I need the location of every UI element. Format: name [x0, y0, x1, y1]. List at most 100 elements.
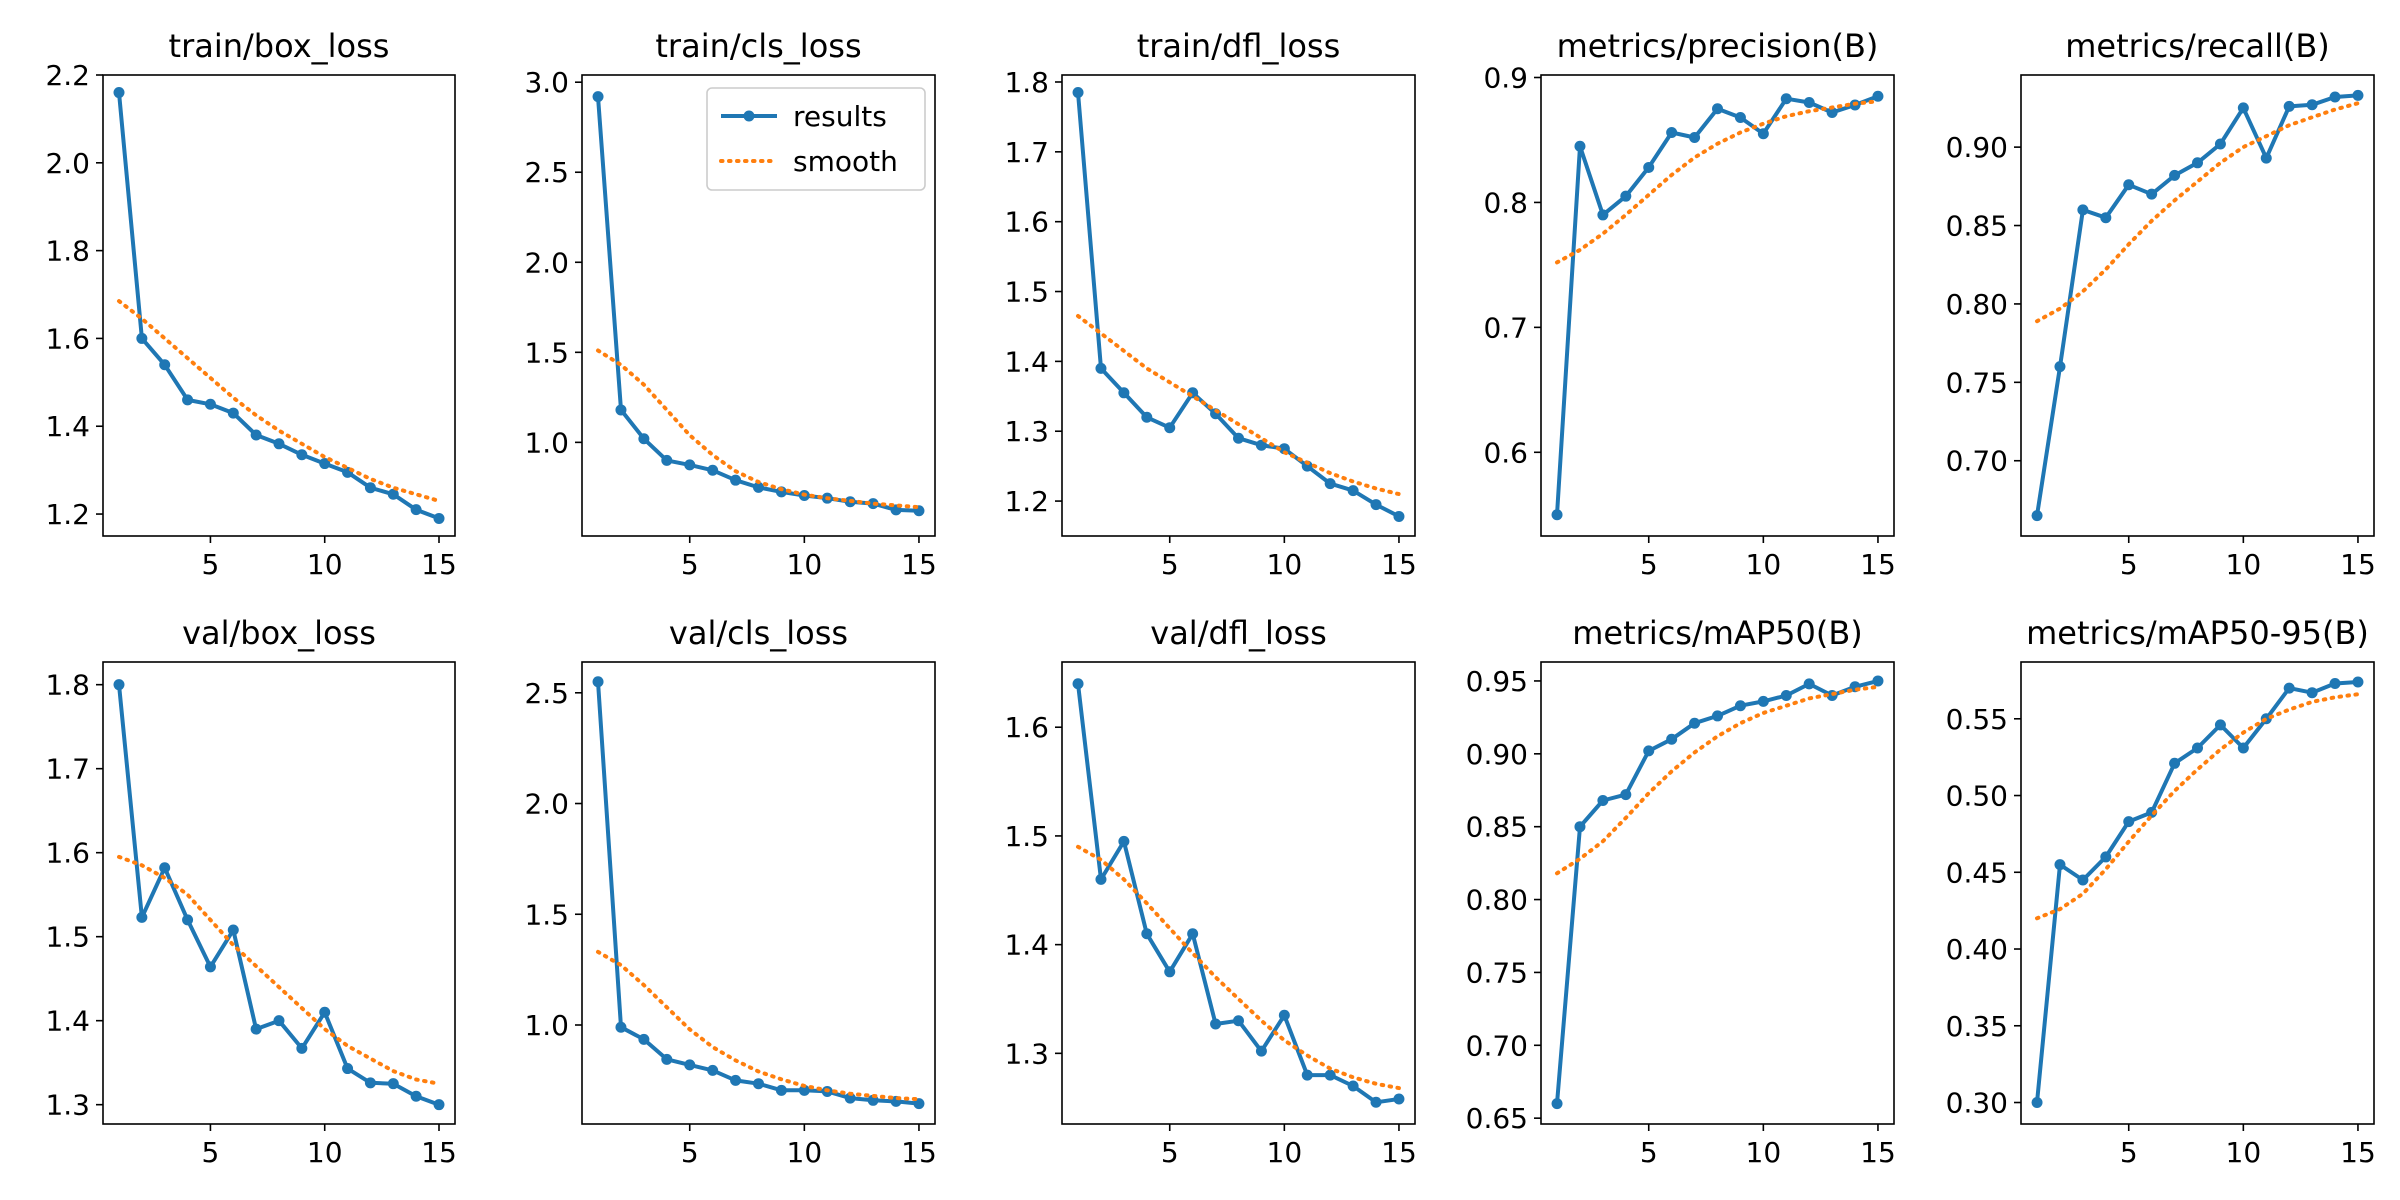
results-series-line	[117, 684, 440, 1107]
y-tick-label: 2.0	[524, 246, 569, 279]
results-data-point	[204, 398, 216, 410]
results-data-point	[615, 1021, 627, 1033]
results-data-point	[113, 87, 125, 99]
x-tick-label: 5	[202, 548, 220, 581]
plot-area	[1551, 90, 1884, 521]
results-data-point	[1278, 1009, 1290, 1021]
x-tick-label: 15	[901, 548, 937, 581]
plot-area	[592, 91, 925, 517]
results-data-point	[2146, 806, 2158, 818]
results-data-point	[296, 449, 308, 461]
results-data-point	[273, 1015, 285, 1027]
axes-frame	[1540, 661, 1895, 1125]
results-data-point	[2077, 204, 2089, 216]
results-data-point	[2123, 816, 2135, 828]
results-data-point	[2169, 169, 2181, 181]
x-tick-label: 15	[2340, 1136, 2376, 1169]
results-data-point	[1187, 928, 1199, 940]
y-tick-label: 2.5	[524, 156, 569, 189]
y-tick-label: 1.7	[45, 753, 90, 786]
subplot-title: train/cls_loss	[655, 27, 861, 65]
results-data-point	[1301, 460, 1313, 472]
results-data-point	[182, 914, 194, 926]
results-data-point	[2054, 361, 2066, 373]
subplot-1: train/cls_loss 5 10 15 1.0 1.5 2.0 2.5 3.0 result…	[524, 27, 936, 581]
results-data-point	[364, 1077, 376, 1089]
results-data-point	[1164, 966, 1176, 978]
y-tick-label: 0.55	[1946, 703, 2008, 736]
subplot-0: train/box_loss 5 10 15 1.2 1.4 1.6 1.8 2.0 2.2	[45, 27, 456, 581]
results-data-point	[319, 1006, 331, 1018]
y-tick-label: 0.95	[1466, 665, 1528, 698]
results-data-point	[2123, 179, 2135, 191]
results-data-point	[1095, 873, 1107, 885]
results-data-point	[2031, 510, 2043, 522]
smooth-series-line	[1076, 844, 1401, 1091]
results-data-point	[1233, 432, 1244, 444]
legend: results smooth	[706, 87, 926, 191]
results-data-point	[1574, 821, 1586, 833]
axes-frame	[581, 661, 936, 1125]
subplot-6: val/cls_loss 5 10 15 1.0 1.5 2.0 2.5	[524, 614, 936, 1169]
results-data-point	[136, 332, 148, 344]
y-tick-label: 1.7	[1004, 136, 1049, 169]
results-data-point	[1095, 362, 1107, 374]
subplot-title: metrics/mAP50-95(B)	[2026, 614, 2369, 652]
y-tick-label: 1.5	[45, 921, 90, 954]
subplot-5: val/box_loss 5 10 15 1.3 1.4 1.5 1.6 1.7 1.8	[45, 614, 456, 1169]
results-data-point	[1803, 678, 1815, 690]
results-data-point	[638, 433, 650, 445]
results-data-point	[136, 911, 148, 923]
y-tick-label: 0.80	[1946, 288, 2008, 321]
x-tick-label: 15	[421, 548, 457, 581]
results-data-point	[1620, 789, 1632, 801]
y-tick-label: 1.3	[45, 1089, 90, 1122]
results-data-point	[342, 1063, 354, 1075]
x-tick-label: 10	[307, 548, 343, 581]
axes-frame	[2020, 74, 2375, 537]
y-tick-label: 1.4	[1004, 929, 1049, 962]
subplot-title: metrics/recall(B)	[2065, 27, 2330, 65]
plot-area	[1072, 678, 1405, 1108]
results-data-point	[1780, 93, 1792, 105]
y-tick-label: 0.65	[1466, 1102, 1528, 1135]
results-data-point	[1347, 1080, 1359, 1092]
results-data-point	[2283, 682, 2295, 694]
results-data-point	[1141, 411, 1153, 423]
x-tick-label: 10	[1267, 1136, 1303, 1169]
results-data-point	[1620, 190, 1632, 202]
y-tick-label: 0.75	[1466, 956, 1528, 989]
results-data-point	[684, 459, 696, 471]
results-data-point	[1712, 103, 1723, 115]
x-tick-label: 10	[1746, 1136, 1782, 1169]
results-data-point	[1780, 690, 1792, 702]
x-tick-label: 15	[1860, 1136, 1896, 1169]
y-tick-label: 0.35	[1946, 1010, 2008, 1043]
legend-results-marker	[743, 110, 755, 122]
y-tick-label: 0.80	[1466, 884, 1528, 917]
results-data-point	[2214, 719, 2226, 731]
x-tick-label: 10	[787, 548, 823, 581]
results-data-point	[2214, 138, 2226, 150]
results-data-point	[775, 1084, 787, 1096]
y-tick-label: 1.8	[45, 235, 90, 268]
plot-area	[2031, 89, 2364, 522]
x-tick-label: 10	[2226, 1136, 2262, 1169]
results-data-point	[2077, 874, 2089, 886]
results-data-point	[387, 1078, 399, 1090]
y-tick-label: 1.4	[1004, 345, 1049, 378]
x-tick-label: 5	[681, 548, 699, 581]
results-data-point	[1666, 126, 1678, 138]
results-data-point	[1551, 509, 1563, 521]
results-data-point	[1324, 1069, 1336, 1081]
y-tick-label: 0.6	[1483, 436, 1528, 469]
smooth-series-line	[596, 949, 921, 1102]
results-data-point	[1118, 387, 1130, 399]
y-tick-label: 1.2	[45, 498, 90, 531]
results-data-point	[159, 359, 171, 371]
y-tick-label: 1.5	[1004, 276, 1049, 309]
y-tick-label: 0.70	[1466, 1029, 1528, 1062]
axes-frame	[2020, 661, 2375, 1125]
y-tick-label: 1.6	[45, 837, 90, 870]
axes-frame	[1540, 74, 1895, 537]
